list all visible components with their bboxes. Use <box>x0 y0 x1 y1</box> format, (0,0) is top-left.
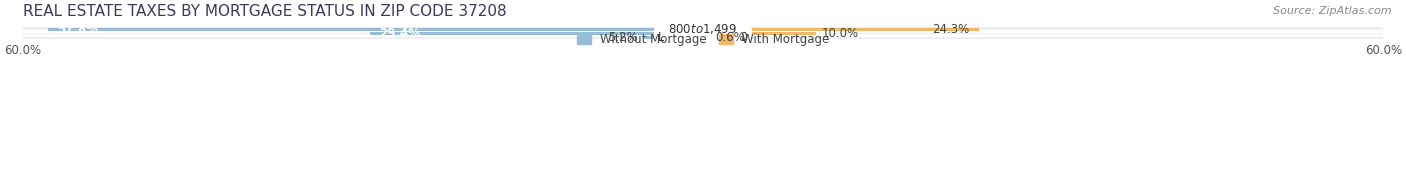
Bar <box>22 35 1384 39</box>
Bar <box>48 28 703 31</box>
Text: Less than $800: Less than $800 <box>658 31 748 44</box>
Text: 10.0%: 10.0% <box>823 27 859 40</box>
Bar <box>370 32 703 34</box>
Bar <box>703 32 817 34</box>
Bar <box>703 36 710 38</box>
Text: $800 to $1,499: $800 to $1,499 <box>668 22 738 36</box>
Bar <box>703 28 979 31</box>
Text: 57.8%: 57.8% <box>56 23 98 36</box>
Text: REAL ESTATE TAXES BY MORTGAGE STATUS IN ZIP CODE 37208: REAL ESTATE TAXES BY MORTGAGE STATUS IN … <box>22 4 506 19</box>
Bar <box>22 27 1384 31</box>
Text: 24.3%: 24.3% <box>932 23 970 36</box>
Bar <box>644 36 703 38</box>
Text: 29.4%: 29.4% <box>378 27 420 40</box>
Bar <box>22 31 1384 35</box>
Text: Source: ZipAtlas.com: Source: ZipAtlas.com <box>1274 6 1392 16</box>
Text: 0.6%: 0.6% <box>716 31 745 44</box>
Text: 5.2%: 5.2% <box>609 31 638 44</box>
Text: $800 to $1,499: $800 to $1,499 <box>668 26 738 40</box>
Legend: Without Mortgage, With Mortgage: Without Mortgage, With Mortgage <box>576 33 830 46</box>
